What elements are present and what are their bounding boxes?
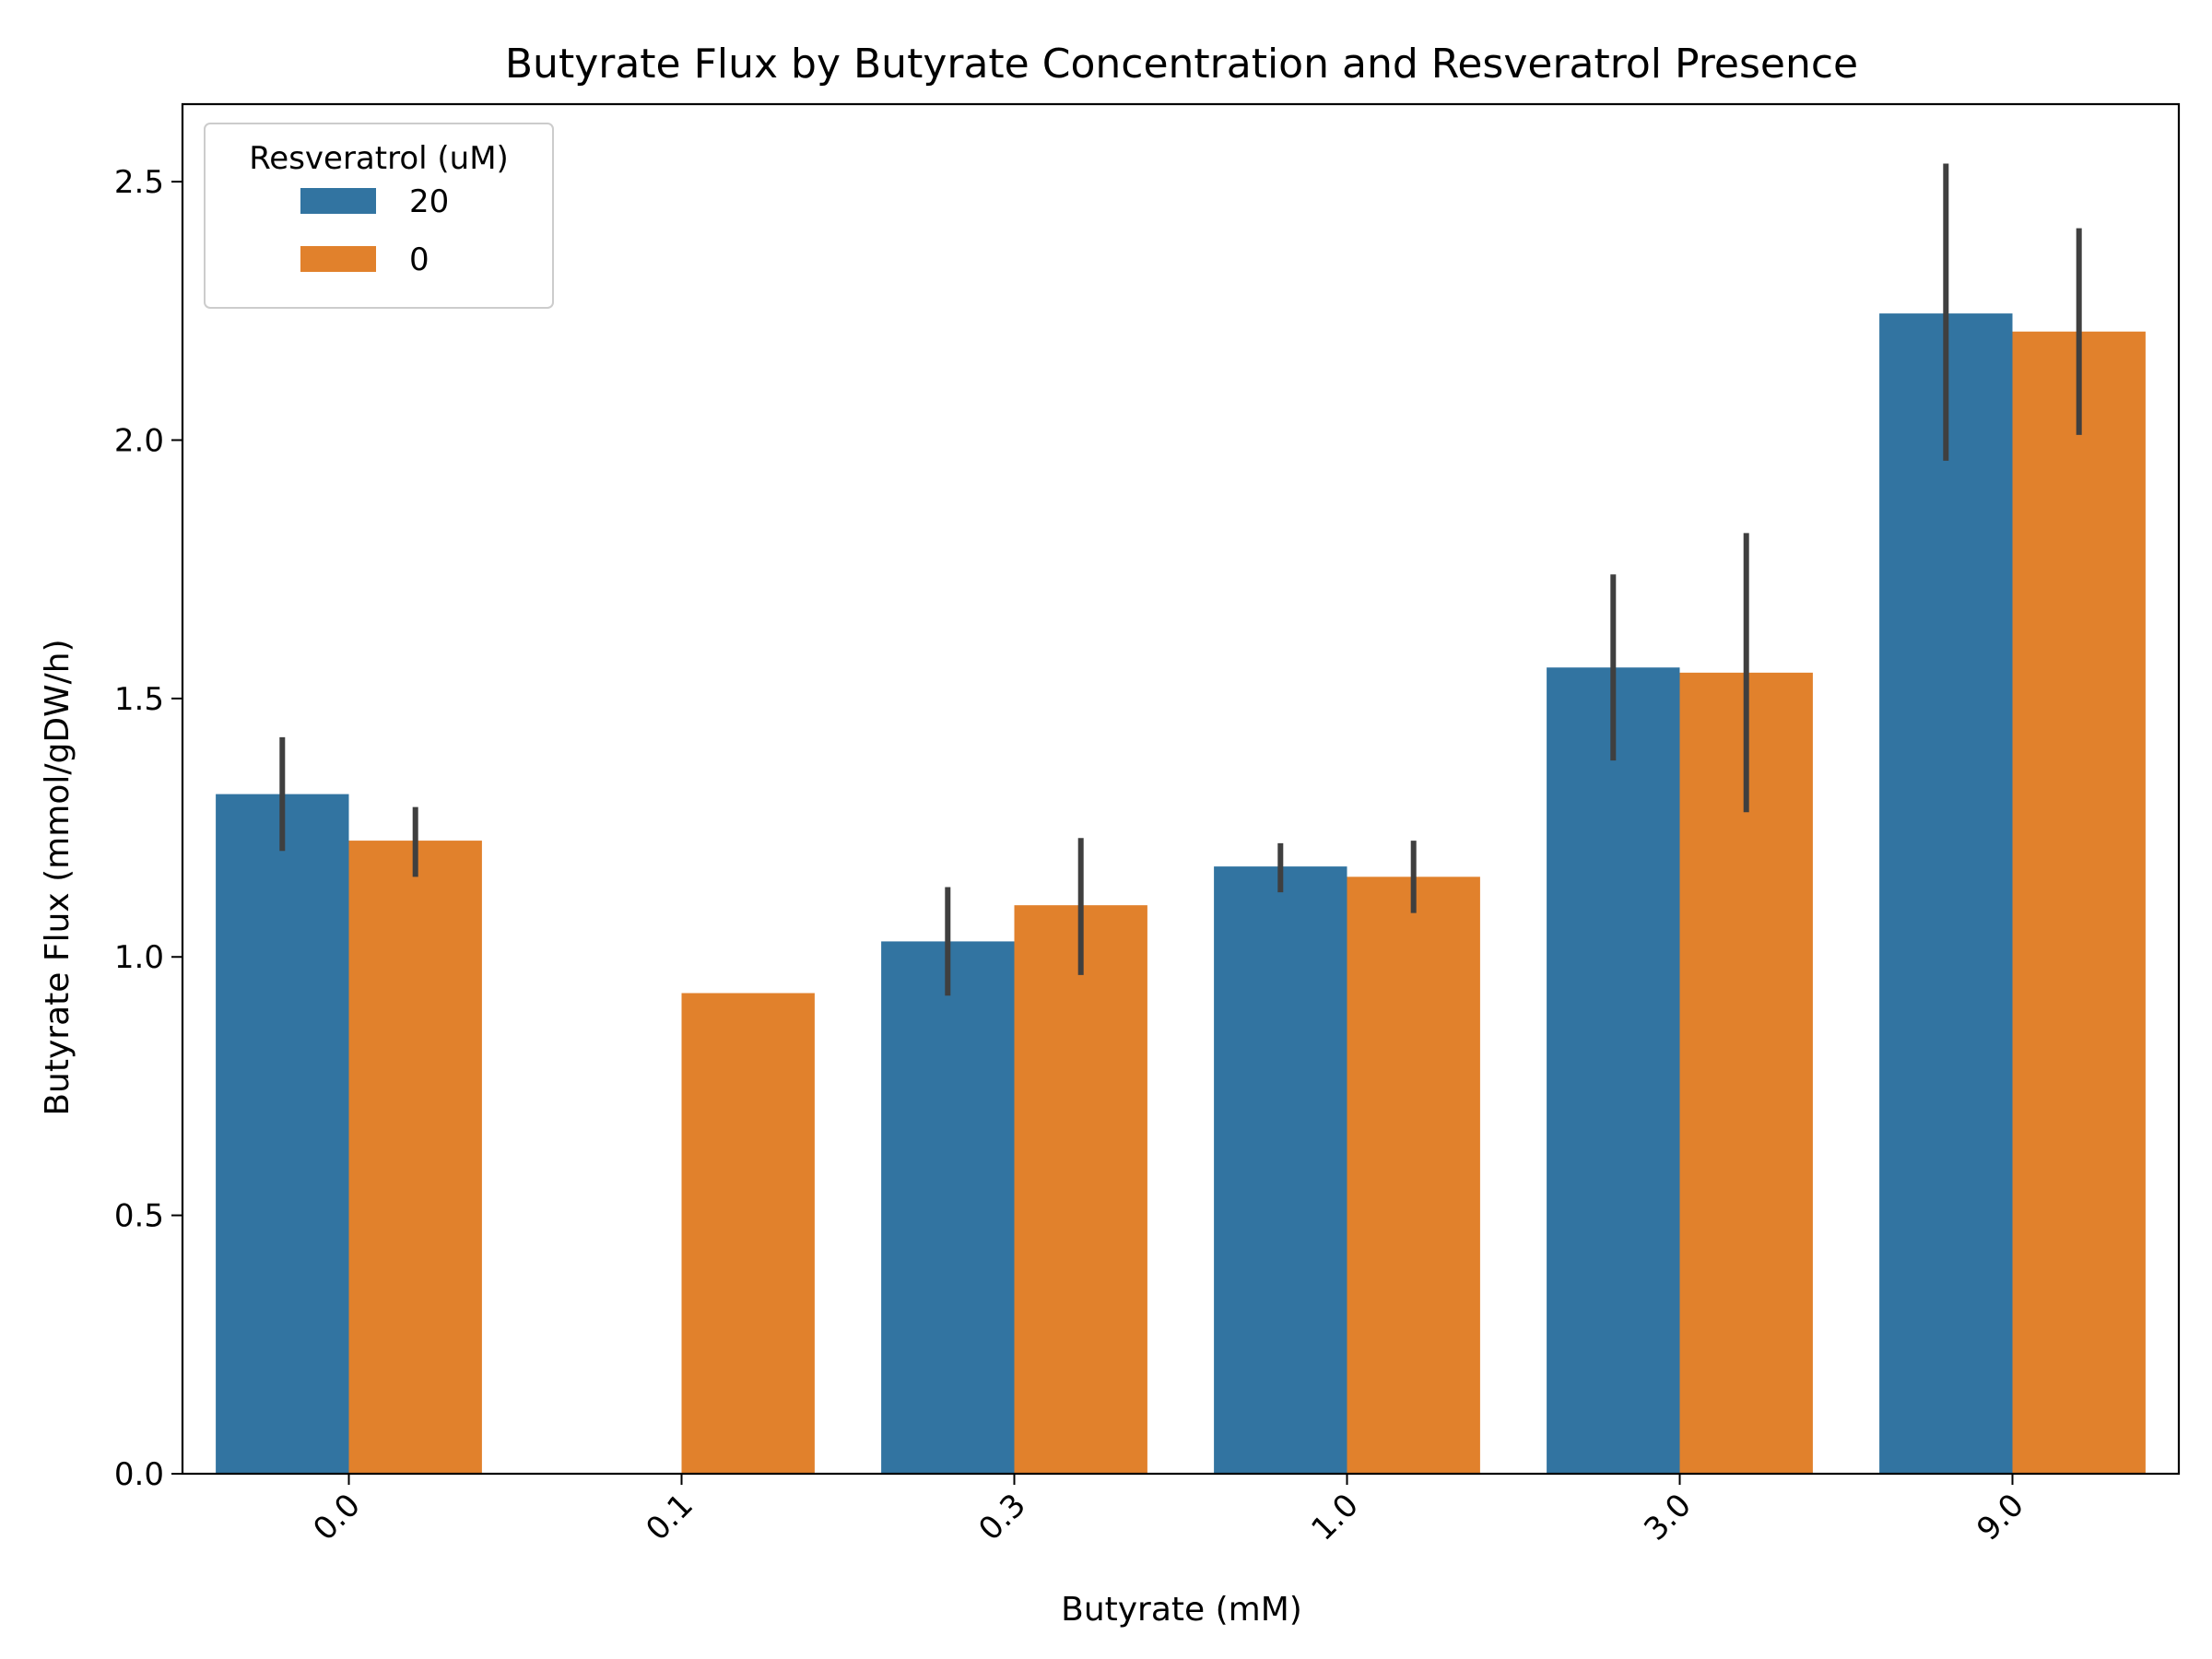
y-tick-label: 0.0	[114, 1456, 164, 1493]
bar-20-3.0	[1547, 667, 1680, 1474]
bar-0-9.0	[2012, 331, 2146, 1475]
bar-0-0.0	[348, 841, 482, 1474]
plot-area	[181, 102, 2181, 1476]
legend-label-20: 20	[409, 183, 449, 220]
bar-20-0.3	[881, 941, 1015, 1474]
bars-group	[216, 313, 2146, 1475]
bar-0-0.3	[1014, 905, 1147, 1474]
bar-20-1.0	[1214, 866, 1347, 1474]
chart-title: Butyrate Flux by Butyrate Concentration …	[505, 41, 1858, 88]
y-axis-label: Butyrate Flux (mmol/gDW/h)	[39, 639, 76, 1115]
y-tick-label: 2.5	[114, 164, 164, 201]
y-tick-label: 0.5	[114, 1198, 164, 1235]
legend-items: 20 0	[300, 183, 449, 278]
legend-label-0: 0	[409, 241, 429, 278]
plot-frame	[181, 102, 2181, 1476]
y-tick-label: 1.0	[114, 939, 164, 976]
bar-0-1.0	[1347, 877, 1480, 1474]
y-axis: 0.0 0.5 1.0 1.5 2.0 2.5	[114, 164, 182, 1493]
legend-title: Resveratrol (uM)	[249, 140, 509, 177]
y-tick-label: 1.5	[114, 681, 164, 718]
x-axis-label: Butyrate (mM)	[1061, 1591, 1302, 1629]
legend: Resveratrol (uM) 20 0	[204, 123, 554, 309]
bar-20-0.0	[216, 794, 349, 1474]
bar-20-9.0	[1879, 313, 2013, 1474]
legend-swatch-20	[300, 188, 376, 214]
error-bars-group	[279, 163, 2082, 996]
legend-frame	[204, 123, 554, 309]
bar-0-0.1	[681, 993, 815, 1474]
y-tick-label: 2.0	[114, 422, 164, 459]
legend-swatch-0	[300, 246, 376, 272]
